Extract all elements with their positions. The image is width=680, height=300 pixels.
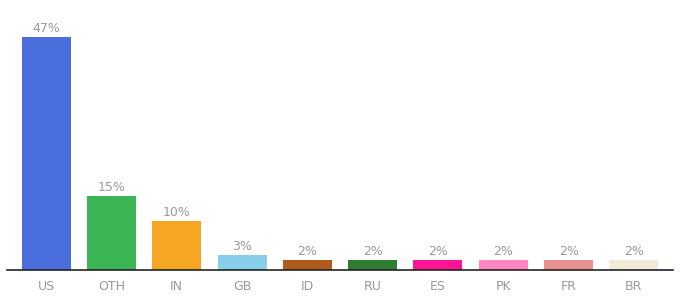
Bar — [152, 220, 201, 270]
Bar — [479, 260, 528, 270]
Bar — [348, 260, 397, 270]
Text: 3%: 3% — [232, 240, 252, 254]
Text: 2%: 2% — [362, 245, 383, 258]
Bar — [544, 260, 593, 270]
Text: 15%: 15% — [97, 181, 125, 194]
Bar — [283, 260, 332, 270]
Text: 2%: 2% — [559, 245, 579, 258]
Text: 2%: 2% — [428, 245, 448, 258]
Text: 2%: 2% — [297, 245, 318, 258]
Text: 2%: 2% — [624, 245, 644, 258]
Text: 2%: 2% — [493, 245, 513, 258]
Bar — [22, 37, 71, 270]
Bar — [218, 255, 267, 270]
Bar — [413, 260, 462, 270]
Text: 10%: 10% — [163, 206, 190, 219]
Bar — [609, 260, 658, 270]
Text: 47%: 47% — [32, 22, 60, 35]
Bar — [87, 196, 136, 270]
